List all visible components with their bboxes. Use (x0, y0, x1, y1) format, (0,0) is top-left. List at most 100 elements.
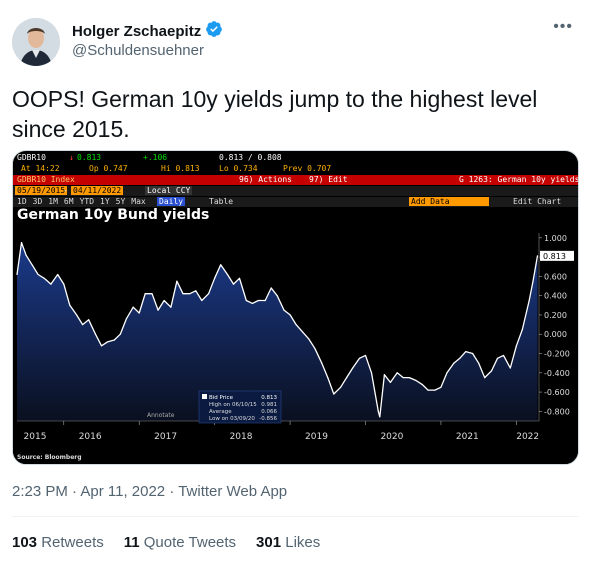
data-point (157, 309, 159, 311)
tweet-stats: 103 Retweets 11 Quote Tweets 301 Likes (12, 534, 320, 551)
x-tick-label: 2020 (380, 432, 403, 442)
y-tick-label: 1.000 (544, 234, 567, 243)
verified-badge-icon (205, 20, 223, 43)
data-point (496, 357, 499, 359)
x-tick-label: 2015 (24, 432, 47, 442)
change: +.106 (143, 153, 168, 162)
data-point (82, 323, 84, 326)
data-point (125, 318, 127, 320)
name-row: Holger Zschaepitz (72, 20, 223, 43)
period-1m[interactable]: 1M (48, 197, 58, 206)
y-axis: 1.0000.8000.6000.4000.2000.000-0.200-0.4… (538, 233, 574, 421)
table-button[interactable]: Table (209, 197, 234, 206)
series-area (17, 242, 538, 421)
period-6m[interactable]: 6M (63, 197, 74, 206)
tweet-text: OOPS! German 10y yields jump to the high… (12, 86, 538, 142)
frequency-select[interactable]: Daily (157, 197, 186, 206)
edit-menu[interactable]: 97) Edit (309, 175, 348, 184)
data-point (358, 357, 361, 359)
y-tick-label: -0.200 (544, 350, 570, 359)
data-point (214, 277, 216, 279)
data-point (245, 299, 247, 302)
period-row: 1D 3D 1M 6M YTD 1Y 5Y Max Daily Table Add Data … (13, 197, 578, 207)
legend-value: -0.856 (259, 416, 277, 422)
x-tick-label: 2017 (154, 432, 177, 442)
avatar[interactable] (12, 18, 60, 66)
end-date-field[interactable]: 04/11/2022 (71, 186, 124, 195)
period-ytd[interactable]: YTD (79, 197, 95, 206)
data-point (415, 379, 417, 382)
y-tick-label: 0.000 (544, 330, 567, 339)
index-label[interactable]: GDBR10 Index (17, 175, 75, 184)
tweet-header: Holger Zschaepitz @Schuldensuehner ••• (12, 12, 579, 68)
data-point (289, 314, 291, 316)
data-point (321, 362, 323, 364)
period-1y[interactable]: 1Y (100, 197, 110, 206)
more-options-icon[interactable]: ••• (553, 18, 573, 35)
data-point (75, 314, 78, 316)
tweet-media[interactable]: GDBR10 ↓ 0.813 +.106 0.813 / 0.808 At 14… (12, 150, 579, 465)
data-point (521, 328, 524, 331)
data-point (402, 377, 404, 379)
data-point (69, 304, 71, 306)
legend-value: 0.066 (261, 409, 277, 415)
author-handle[interactable]: @Schuldensuehner (72, 42, 204, 59)
data-point (421, 383, 423, 385)
quotes-label: Quote Tweets (143, 534, 237, 551)
data-point (31, 264, 33, 266)
actions-menu[interactable]: 96) Actions (239, 175, 292, 184)
quotes-count: 11 (123, 534, 140, 551)
series-line (16, 241, 539, 418)
x-tick-label: 2019 (305, 432, 328, 442)
last-value-label: 0.813 (543, 252, 566, 261)
quotes-stat[interactable]: 11 Quote Tweets (124, 534, 236, 551)
data-point (57, 273, 59, 276)
period-3d[interactable]: 3D (32, 197, 43, 206)
start-date-field[interactable]: 05/19/2015 (15, 186, 68, 195)
plot-area (16, 241, 539, 421)
edit-chart-button[interactable]: Edit Chart (513, 197, 562, 206)
legend-box (198, 390, 282, 424)
tweet-timestamp[interactable]: 2:23 PM · Apr 11, 2022 · Twitter Web App (12, 483, 288, 500)
prev-price: Prev 0.707 (283, 164, 332, 173)
legend-swatch (202, 394, 207, 399)
period-max[interactable]: Max (131, 197, 146, 206)
chart-legend: Bid Price 0.813 High on 06/10/15 0.981 Avera… (147, 390, 282, 424)
data-point (396, 372, 398, 374)
data-point (515, 345, 517, 347)
data-point (370, 372, 373, 374)
data-point (302, 331, 304, 333)
data-point (264, 299, 266, 302)
data-point (226, 273, 229, 276)
data-point (465, 350, 467, 353)
y-tick-label: 0.400 (544, 292, 567, 301)
period-5y[interactable]: 5Y (115, 197, 126, 206)
data-point (364, 354, 367, 357)
data-point (25, 254, 27, 256)
ticker: GDBR10 (17, 153, 46, 162)
author-name[interactable]: Holger Zschaepitz (72, 23, 202, 40)
retweets-stat[interactable]: 103 Retweets (12, 534, 104, 551)
data-point (440, 386, 442, 388)
data-point (189, 293, 191, 295)
bid-ask: 0.813 / 0.808 (219, 153, 282, 162)
retweets-count: 103 (12, 534, 38, 551)
data-point (490, 370, 493, 372)
data-point (43, 277, 45, 279)
data-point (220, 264, 222, 266)
currency-select[interactable]: Local CCY (145, 186, 193, 195)
period-1d[interactable]: 1D (17, 197, 27, 206)
low-price: Lo 0.734 (219, 164, 258, 173)
legend-value: 0.981 (261, 402, 277, 408)
likes-stat[interactable]: 301 Likes (256, 534, 320, 551)
likes-label: Likes (285, 534, 321, 551)
data-point (528, 299, 530, 302)
period-buttons[interactable]: 1D 3D 1M 6M YTD 1Y 5Y Max (17, 197, 152, 206)
y-tick-label: -0.800 (544, 407, 570, 416)
data-point (63, 283, 65, 285)
add-data-input[interactable]: Add Data (409, 197, 489, 206)
data-point (314, 348, 316, 350)
data-point (346, 377, 348, 379)
data-point (276, 295, 278, 297)
data-point (182, 293, 184, 295)
